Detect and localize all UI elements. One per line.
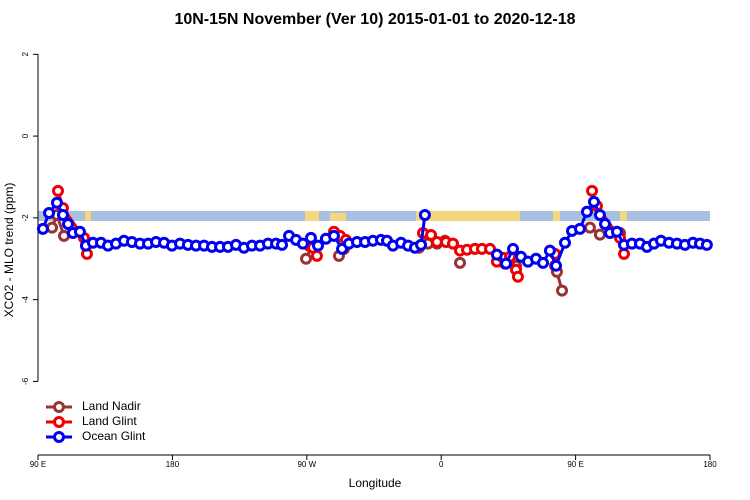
data-point [36,222,49,235]
land-patch [416,211,520,221]
land-patch [330,213,346,221]
data-point [586,184,599,197]
legend-marker [53,416,65,428]
data-point [573,222,586,235]
data-point [300,252,313,265]
chart-title: 10N-15N November (Ver 10) 2015-01-01 to … [174,11,575,28]
land-patch [553,211,560,221]
data-point [43,206,56,219]
legend-label: Land Nadir [82,399,141,413]
y-tick-label: 0 [21,133,30,138]
data-point [276,238,289,251]
data-point [415,238,428,251]
data-point [558,236,571,249]
legend-label: Ocean Glint [82,429,146,443]
data-point [700,238,713,251]
data-point [587,195,600,208]
x-tick-label: 90 E [567,460,583,469]
data-point [52,184,65,197]
data-point [593,208,606,221]
data-point [46,221,59,234]
data-point [537,256,550,269]
y-tick-label: -6 [21,377,30,385]
data-point [310,249,323,262]
data-point [500,257,513,270]
x-tick-label: 180 [703,460,717,469]
data-point [56,208,69,221]
data-point [511,270,524,283]
data-point [296,237,309,250]
x-tick-label: 180 [166,460,180,469]
y-tick-label: -4 [21,296,30,304]
y-tick-label: -2 [21,214,30,222]
y-axis-label: XCO2 - MLO trend (ppm) [2,183,16,318]
ocean-band [38,211,710,221]
land-patch [85,211,91,221]
x-axis-label: Longitude [349,476,402,490]
data-point [556,284,569,297]
land-patch [620,211,627,221]
x-tick-label: 90 W [297,460,316,469]
data-point [543,244,556,257]
data-point [593,228,606,241]
data-point [490,248,503,261]
data-point [610,225,623,238]
land-mask [38,211,710,221]
data-point [73,225,86,238]
data-point [550,259,563,272]
data-point [62,217,75,230]
data-point [446,237,459,250]
land-patch [305,211,319,221]
data-point [507,242,520,255]
data-point [304,231,317,244]
data-point [50,196,63,209]
data-point [454,256,467,269]
data-point [580,205,593,218]
data-point [583,221,596,234]
x-tick-label: 90 E [30,460,46,469]
x-tick-label: 0 [439,460,444,469]
data-point [312,239,324,252]
y-tick-label: 2 [21,52,30,57]
legend-marker [53,401,65,413]
data-point [418,208,431,221]
legend-label: Land Glint [82,414,137,428]
legend-marker [53,431,65,443]
data-point [327,229,340,242]
data-point [599,217,612,230]
